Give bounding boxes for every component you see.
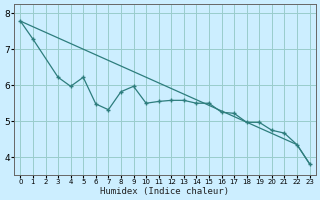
X-axis label: Humidex (Indice chaleur): Humidex (Indice chaleur) [100,187,229,196]
